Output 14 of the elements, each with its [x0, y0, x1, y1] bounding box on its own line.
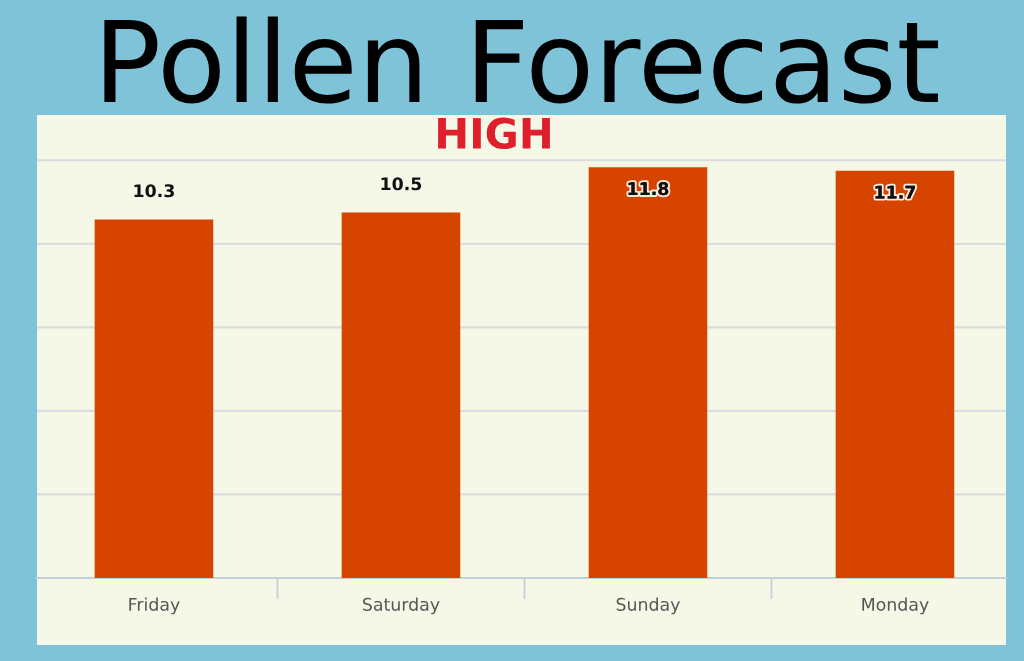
bar [94, 219, 214, 578]
x-tick-label: Friday [129, 597, 180, 615]
chart-title: Pollen Forecast [104, 16, 938, 104]
annotation: HIGH [438, 117, 550, 150]
bar [588, 167, 708, 578]
x-tick-label: Monday [862, 597, 929, 615]
x-tick-label: Sunday [616, 597, 680, 615]
data-label: 10.3 [134, 184, 174, 198]
data-label: 11.7 [875, 185, 916, 199]
data-label: 10.5 [381, 177, 422, 191]
bar [341, 212, 461, 578]
bar [835, 170, 955, 578]
x-tick-label: Saturday [362, 597, 440, 615]
data-label: 11.8 [628, 182, 669, 196]
